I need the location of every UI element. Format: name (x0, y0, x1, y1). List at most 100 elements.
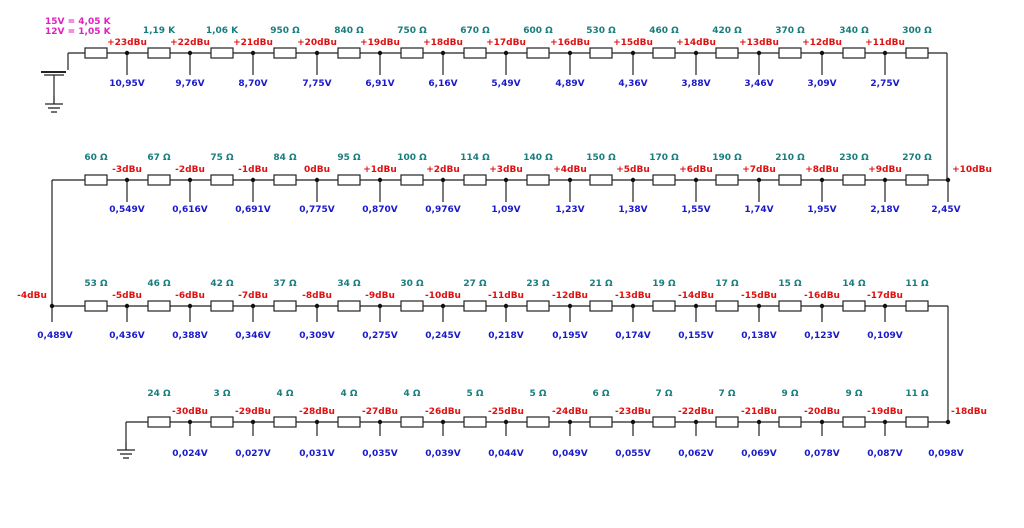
resistor-icon (905, 416, 929, 428)
junction-dot-icon (882, 303, 888, 309)
voltage-label: 0,775V (299, 205, 334, 215)
resistor-icon (652, 416, 676, 428)
junction-dot-icon (567, 50, 573, 56)
note-line-1: 15V = 4,05 K (45, 17, 112, 27)
resistor-value-label: 530 Ω (586, 26, 616, 36)
resistor-value-label: 7 Ω (655, 389, 672, 399)
resistor-value-label: 230 Ω (839, 153, 869, 163)
level-label: -25dBu (488, 407, 524, 417)
voltage-label: 2,75V (870, 79, 899, 89)
level-label: +3dBu (489, 165, 523, 175)
resistor-icon (337, 416, 361, 428)
junction-dot-icon (882, 177, 888, 183)
level-label: -11dBu (488, 291, 524, 301)
resistor-icon (84, 174, 108, 186)
voltage-label: 0,098V (928, 449, 963, 459)
level-label: -26dBu (425, 407, 461, 417)
resistor-value-label: 23 Ω (526, 279, 550, 289)
resistor-icon (526, 47, 550, 59)
resistor-value-label: 460 Ω (649, 26, 679, 36)
level-label: -16dBu (804, 291, 840, 301)
voltage-label: 0,346V (235, 331, 270, 341)
resistor-icon (337, 174, 361, 186)
resistor-value-label: 840 Ω (334, 26, 364, 36)
junction-dot-icon (187, 177, 193, 183)
resistor-value-label: 370 Ω (775, 26, 805, 36)
resistor-value-label: 1,19 K (143, 26, 176, 36)
resistor-value-label: 67 Ω (147, 153, 171, 163)
voltage-label: 0,870V (362, 205, 397, 215)
voltage-label: 1,23V (555, 205, 584, 215)
junction-dot-icon (819, 177, 825, 183)
junction-dot-icon (440, 303, 446, 309)
resistor-value-label: 114 Ω (460, 153, 490, 163)
voltage-label: 5,49V (491, 79, 520, 89)
level-label: -17dBu (867, 291, 903, 301)
resistor-value-label: 190 Ω (712, 153, 742, 163)
resistor-icon (84, 300, 108, 312)
wires (51, 52, 949, 442)
resistor-icon (400, 300, 424, 312)
voltage-label: 0,309V (299, 331, 334, 341)
resistor-value-label: 53 Ω (84, 279, 108, 289)
resistor-value-label: 210 Ω (775, 153, 805, 163)
resistor-icon (400, 416, 424, 428)
resistor-value-label: 21 Ω (589, 279, 613, 289)
resistor-value-label: 46 Ω (147, 279, 171, 289)
junction-dot-icon (440, 50, 446, 56)
resistor-value-label: 100 Ω (397, 153, 427, 163)
junction-dot-icon (250, 419, 256, 425)
resistor-icon (905, 174, 929, 186)
voltage-label: 0,031V (299, 449, 334, 459)
resistor-icon (273, 47, 297, 59)
resistor-value-label: 5 Ω (466, 389, 483, 399)
junction-dot-icon (693, 177, 699, 183)
voltage-label: 3,09V (807, 79, 836, 89)
resistor-value-label: 420 Ω (712, 26, 742, 36)
junction-dot-icon (377, 177, 383, 183)
junction-dot-icon (314, 177, 320, 183)
voltage-label: 1,74V (744, 205, 773, 215)
level-label: +23dBu (107, 38, 147, 48)
resistor-value-label: 150 Ω (586, 153, 616, 163)
junction-dot-icon (693, 303, 699, 309)
junction-dot-icon (756, 419, 762, 425)
junction-dot-icon (187, 419, 193, 425)
junction-dot-icon (187, 303, 193, 309)
level-label: -6dBu (175, 291, 205, 301)
level-label: -4dBu (17, 291, 47, 301)
voltage-label: 0,275V (362, 331, 397, 341)
resistor-icon (400, 47, 424, 59)
junction-dot-icon (503, 419, 509, 425)
level-label: +8dBu (805, 165, 839, 175)
resistor-value-label: 30 Ω (400, 279, 424, 289)
resistor-value-label: 27 Ω (463, 279, 487, 289)
resistor-icon (147, 416, 171, 428)
resistor-icon (463, 174, 487, 186)
level-label: +21dBu (233, 38, 273, 48)
resistor-icon (463, 300, 487, 312)
resistor-value-label: 170 Ω (649, 153, 679, 163)
resistor-icon (715, 174, 739, 186)
resistor-value-label: 600 Ω (523, 26, 553, 36)
level-label: -14dBu (678, 291, 714, 301)
resistor-icon (147, 300, 171, 312)
ground-icon (117, 442, 135, 459)
resistor-icon (778, 47, 802, 59)
voltage-label: 3,46V (744, 79, 773, 89)
resistor-icon (210, 416, 234, 428)
level-label: -7dBu (238, 291, 268, 301)
resistor-value-label: 17 Ω (715, 279, 739, 289)
junction-dot-icon (503, 50, 509, 56)
resistor-icon (778, 300, 802, 312)
level-label: +2dBu (426, 165, 460, 175)
resistor-icon (273, 174, 297, 186)
junction-dot-icon (567, 177, 573, 183)
voltage-label: 0,616V (172, 205, 207, 215)
level-label: +11dBu (865, 38, 905, 48)
resistor-icon (337, 300, 361, 312)
resistor-icon (526, 174, 550, 186)
resistor-icon (589, 416, 613, 428)
resistor-icon (463, 416, 487, 428)
resistor-value-label: 37 Ω (273, 279, 297, 289)
